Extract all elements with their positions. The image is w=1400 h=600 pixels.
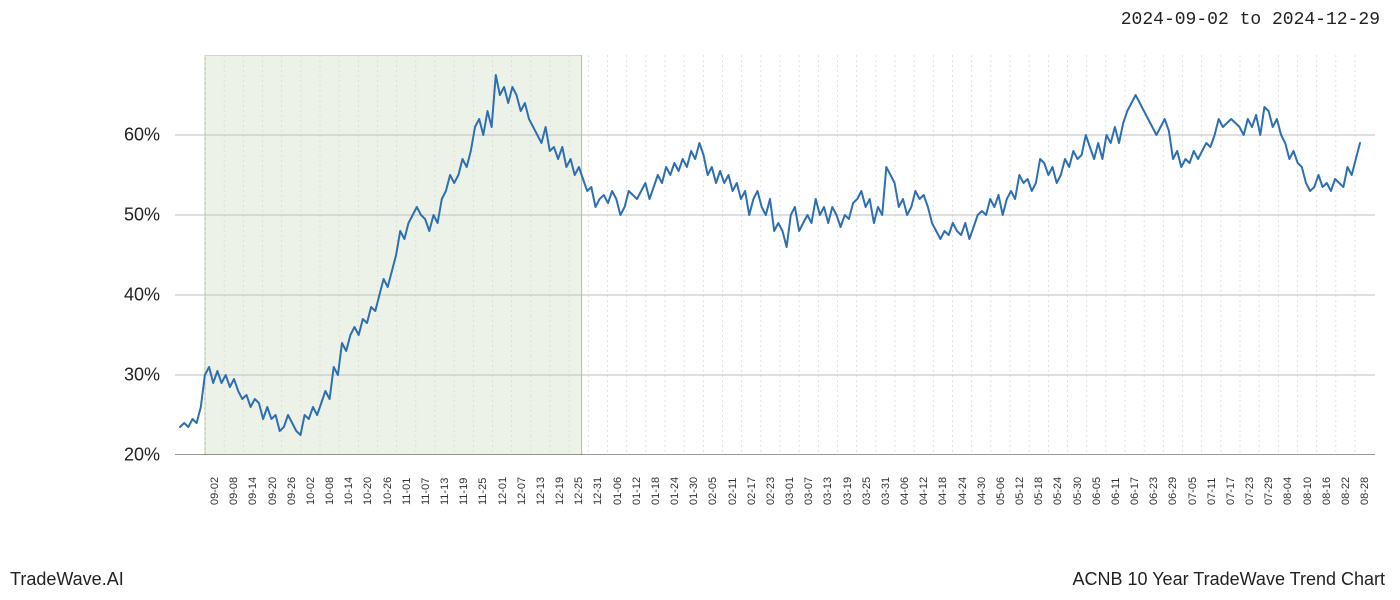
- x-tick-label: 03-13: [822, 477, 834, 505]
- x-tick-label: 03-07: [803, 477, 815, 505]
- chart-title: ACNB 10 Year TradeWave Trend Chart: [1073, 569, 1386, 590]
- x-tick-label: 05-12: [1014, 477, 1026, 505]
- y-tick-label: 60%: [124, 125, 160, 146]
- x-tick-label: 11-13: [439, 478, 451, 505]
- x-tick-label: 11-25: [477, 478, 489, 505]
- x-tick-label: 09-14: [247, 477, 259, 505]
- x-tick-label: 11-07: [420, 478, 432, 505]
- x-tick-label: 07-23: [1244, 477, 1256, 505]
- x-axis-labels: 09-02 09-08 09-14 09-20 09-26 10-02 10-08 10-14…: [175, 460, 1375, 540]
- x-tick-label: 12-07: [516, 477, 528, 505]
- x-tick-label: 09-02: [209, 477, 221, 505]
- x-tick-label: 06-23: [1148, 477, 1160, 505]
- x-tick-label: 05-24: [1052, 477, 1064, 505]
- brand-label: TradeWave.AI: [10, 569, 124, 590]
- x-tick-label: 03-25: [861, 477, 873, 505]
- x-tick-label: 06-05: [1091, 477, 1103, 505]
- x-tick-label: 10-08: [324, 477, 336, 505]
- x-tick-label: 10-02: [305, 477, 317, 505]
- x-tick-label: 06-17: [1129, 477, 1141, 505]
- x-tick-label: 02-11: [727, 478, 739, 505]
- x-tick-label: 04-24: [957, 477, 969, 505]
- x-tick-label: 02-05: [707, 477, 719, 505]
- x-tick-label: 07-05: [1187, 477, 1199, 505]
- trend-chart: [175, 55, 1375, 455]
- x-tick-label: 12-25: [573, 477, 585, 505]
- x-tick-label: 05-30: [1072, 477, 1084, 505]
- x-tick-label: 03-31: [880, 477, 892, 505]
- x-tick-label: 10-20: [362, 477, 374, 505]
- x-tick-label: 01-24: [669, 477, 681, 505]
- x-tick-label: 05-18: [1033, 477, 1045, 505]
- x-tick-label: 06-29: [1167, 477, 1179, 505]
- x-tick-label: 12-19: [554, 477, 566, 505]
- x-tick-label: 02-23: [765, 477, 777, 505]
- x-tick-label: 09-08: [228, 477, 240, 505]
- x-tick-label: 10-26: [382, 477, 394, 505]
- x-tick-label: 02-17: [746, 477, 758, 505]
- x-tick-label: 01-30: [688, 477, 700, 505]
- x-tick-label: 07-29: [1263, 477, 1275, 505]
- x-tick-label: 07-17: [1225, 477, 1237, 505]
- x-tick-label: 06-11: [1110, 478, 1122, 505]
- x-tick-label: 03-19: [842, 477, 854, 505]
- y-tick-label: 30%: [124, 365, 160, 386]
- y-tick-label: 40%: [124, 285, 160, 306]
- x-tick-label: 11-01: [401, 478, 413, 505]
- x-tick-label: 08-04: [1282, 477, 1294, 505]
- x-tick-label: 08-16: [1321, 477, 1333, 505]
- x-tick-label: 09-20: [267, 477, 279, 505]
- y-tick-label: 50%: [124, 205, 160, 226]
- x-tick-label: 08-10: [1302, 477, 1314, 505]
- date-range: 2024-09-02 to 2024-12-29: [1121, 10, 1380, 30]
- x-tick-label: 07-11: [1206, 478, 1218, 505]
- x-tick-label: 12-13: [535, 477, 547, 505]
- x-tick-label: 01-12: [631, 477, 643, 505]
- x-tick-label: 04-18: [937, 477, 949, 505]
- x-tick-label: 05-06: [995, 477, 1007, 505]
- x-tick-label: 11-19: [458, 478, 470, 505]
- x-tick-label: 04-30: [976, 477, 988, 505]
- x-tick-label: 12-01: [497, 477, 509, 505]
- x-tick-label: 09-26: [286, 477, 298, 505]
- x-tick-label: 03-01: [784, 477, 796, 505]
- x-tick-label: 01-18: [650, 477, 662, 505]
- y-axis-labels: 20%30%40%50%60%: [0, 55, 170, 455]
- x-tick-label: 01-06: [612, 477, 624, 505]
- x-tick-label: 08-28: [1359, 477, 1371, 505]
- y-tick-label: 20%: [124, 445, 160, 466]
- x-tick-label: 12-31: [592, 477, 604, 505]
- x-tick-label: 04-12: [918, 477, 930, 505]
- x-tick-label: 04-06: [899, 477, 911, 505]
- x-tick-label: 08-22: [1340, 477, 1352, 505]
- x-tick-label: 10-14: [343, 477, 355, 505]
